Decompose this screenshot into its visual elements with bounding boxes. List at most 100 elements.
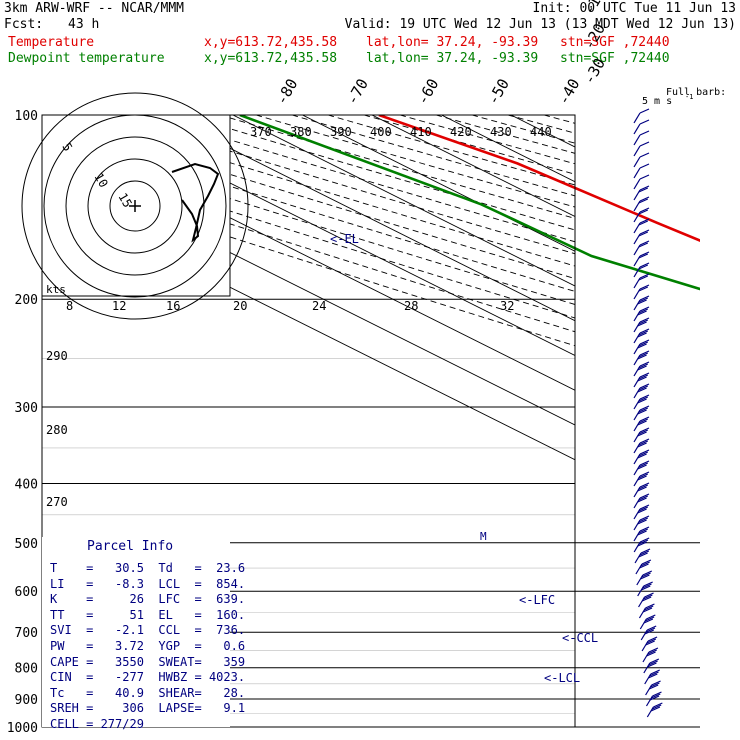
parcel-row: SVI = -2.1 CCL = 736. bbox=[50, 623, 245, 639]
wind-barb-flag bbox=[638, 517, 649, 523]
wind-barb-flag bbox=[650, 682, 660, 688]
wind-barb-flag bbox=[649, 695, 660, 701]
parcel-key: HWBZ = bbox=[158, 670, 209, 685]
parcel-row: CAPE = 3550 SWEAT= 359 bbox=[50, 655, 245, 671]
wind-barb-flag bbox=[637, 497, 647, 503]
wind-barb-flag bbox=[650, 669, 660, 675]
wind-barb bbox=[633, 123, 641, 135]
wind-barb-flag bbox=[646, 625, 657, 631]
temperature-xy: x,y=613.72,435.58 bbox=[204, 35, 338, 50]
parcel-value: 3550 bbox=[100, 654, 159, 669]
isotherm--100 bbox=[163, 115, 575, 322]
wind-barb bbox=[633, 134, 641, 146]
hodograph-speed-label: 16 bbox=[166, 299, 180, 313]
wind-barb-flag bbox=[638, 374, 649, 380]
wind-barb-flag bbox=[643, 581, 653, 587]
dry-adiabat-450 bbox=[580, 115, 740, 727]
hodograph-kts: kts bbox=[46, 283, 66, 296]
wind-barb-flag bbox=[637, 420, 647, 426]
wind-barb-flag bbox=[637, 464, 647, 470]
hodograph-speed-label: 12 bbox=[112, 299, 126, 313]
parcel-key: K = bbox=[50, 592, 101, 607]
el-annotation: <-EL bbox=[330, 232, 359, 246]
dewpoint-trace bbox=[239, 115, 700, 291]
wind-barb-flag bbox=[639, 537, 650, 543]
parcel-value: -2.1 bbox=[100, 623, 159, 638]
hodograph-speed-label: 20 bbox=[233, 299, 247, 313]
wind-barb-flag bbox=[648, 673, 658, 679]
wind-barb-flag bbox=[641, 596, 652, 602]
hodograph-ring bbox=[65, 136, 205, 276]
isotherm-label: -70 bbox=[343, 76, 372, 108]
wind-barb-flag bbox=[638, 231, 649, 237]
wind-barb-flag bbox=[638, 418, 649, 424]
wind-barb-flag bbox=[639, 328, 650, 334]
wind-barb-flag bbox=[638, 451, 649, 457]
wind-barb-flag bbox=[650, 706, 661, 712]
parcel-key: SREH = bbox=[50, 701, 101, 716]
wind-barb-flag bbox=[637, 442, 647, 448]
temperature-latlon: lat,lon= 37.24, -93.39 bbox=[366, 35, 539, 50]
parcel-key: Tc = bbox=[50, 685, 101, 700]
wind-barb-flag bbox=[639, 207, 650, 213]
parcel-key: LAPSE= bbox=[158, 701, 209, 716]
lcl-annotation: <-LCL bbox=[544, 671, 580, 685]
wind-barb-flag bbox=[638, 528, 649, 534]
wind-barb-flag bbox=[637, 387, 647, 393]
theta-top-label: 370 bbox=[250, 125, 272, 139]
wind-barb-flag bbox=[638, 539, 649, 545]
dewpoint-label: Dewpoint temperature bbox=[8, 51, 165, 66]
wind-barb-flag bbox=[639, 372, 650, 378]
parcel-key: SWEAT= bbox=[158, 654, 209, 669]
wind-barb-flag bbox=[639, 350, 650, 356]
parcel-key: T = bbox=[50, 561, 101, 575]
fcst-label: Fcst: bbox=[4, 17, 44, 32]
parcel-row: K = 26 LFC = 639. bbox=[50, 592, 245, 608]
dry-adiabat-380 bbox=[327, 115, 575, 186]
wind-barb-flag bbox=[640, 548, 651, 554]
dry-adiabat-370 bbox=[291, 115, 575, 197]
wind-barb bbox=[633, 167, 641, 179]
wind-barb-flag bbox=[638, 242, 649, 248]
wind-barb-flag bbox=[639, 563, 649, 569]
wind-barb-flag bbox=[641, 572, 651, 578]
parcel-row: SREH = 306 LAPSE= 9.1 bbox=[50, 701, 245, 717]
wind-barb-flag bbox=[646, 614, 656, 620]
wind-barb-flag bbox=[640, 574, 650, 580]
wind-barb-flag bbox=[639, 152, 650, 158]
parcel-value: 3.72 bbox=[100, 639, 159, 653]
wind-barb-flag bbox=[639, 339, 650, 345]
parcel-value: 359 bbox=[208, 654, 246, 669]
wind-barb-flag bbox=[637, 519, 647, 525]
parcel-row: LI = -8.3 LCL = 854. bbox=[50, 577, 245, 593]
parcel-key: SVI = bbox=[50, 623, 101, 638]
wind-barb-flag bbox=[649, 671, 659, 677]
wind-barb-flag bbox=[647, 662, 657, 668]
hodograph-ring-label: 10 bbox=[91, 171, 110, 191]
wind-barb-flag bbox=[638, 264, 649, 270]
isotherm-label: -10 bbox=[580, 0, 609, 18]
wind-barb-flag bbox=[638, 308, 649, 314]
wind-barb-flag bbox=[647, 649, 658, 655]
lower-area bbox=[239, 115, 700, 291]
wind-barb-flag bbox=[638, 396, 649, 402]
pressure-label: 200 bbox=[15, 293, 38, 308]
wind-barb-flag bbox=[639, 427, 650, 433]
wind-barb-flag bbox=[639, 383, 650, 389]
wind-barb-flag bbox=[639, 317, 650, 323]
wind-barb-flag bbox=[652, 691, 662, 697]
wind-barb-flag bbox=[639, 163, 650, 169]
parcel-key: TT = bbox=[50, 607, 101, 622]
wind-barb-flag bbox=[639, 108, 650, 114]
wind-barb-flag bbox=[638, 462, 649, 468]
lfc-annotation: <-LFC bbox=[519, 593, 555, 607]
pressure-label: 500 bbox=[15, 537, 38, 552]
hodograph-speed-label: 28 bbox=[404, 299, 418, 313]
isotherm-label: -60 bbox=[413, 76, 442, 108]
wind-barb-flag bbox=[638, 275, 649, 281]
parcel-value: 306 bbox=[100, 701, 159, 716]
parcel-key: CAPE = bbox=[50, 654, 101, 669]
wind-barb-flag bbox=[637, 299, 647, 305]
